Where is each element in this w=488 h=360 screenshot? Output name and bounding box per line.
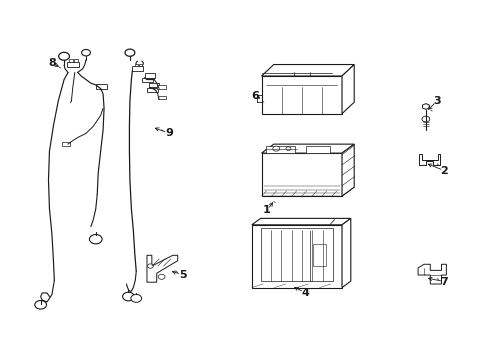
Text: 2: 2 [440, 166, 447, 176]
Bar [139, 64, 142, 66]
Bar [312, 244, 325, 266]
Circle shape [89, 234, 102, 244]
Polygon shape [261, 64, 353, 76]
Bar [74, 59, 78, 62]
Bar [157, 85, 165, 89]
Bar [261, 153, 341, 196]
Bar [305, 146, 329, 153]
Polygon shape [341, 144, 353, 196]
Polygon shape [341, 64, 353, 114]
Circle shape [122, 292, 134, 301]
Text: 6: 6 [251, 91, 259, 101]
Polygon shape [418, 154, 439, 165]
Text: 3: 3 [432, 96, 440, 106]
Polygon shape [147, 255, 177, 282]
Text: 1: 1 [262, 206, 270, 216]
Bar [261, 76, 341, 114]
Text: 9: 9 [164, 129, 172, 138]
Bar [266, 146, 294, 153]
Polygon shape [417, 264, 446, 284]
Circle shape [272, 146, 279, 151]
Circle shape [158, 274, 164, 279]
Polygon shape [251, 219, 350, 225]
Circle shape [35, 301, 46, 309]
Bar [147, 88, 158, 92]
Bar [149, 83, 159, 87]
Circle shape [131, 294, 142, 302]
Bar [132, 66, 143, 71]
Bar [142, 78, 153, 82]
Bar [260, 228, 332, 281]
Bar [96, 84, 106, 89]
Text: 7: 7 [440, 277, 447, 287]
Text: 5: 5 [179, 270, 186, 280]
Circle shape [285, 147, 290, 150]
Polygon shape [422, 104, 428, 109]
Bar [66, 62, 79, 67]
Bar [158, 96, 166, 99]
Circle shape [147, 264, 153, 268]
Polygon shape [261, 144, 353, 153]
Bar [69, 59, 73, 62]
Bar [135, 64, 138, 66]
Bar [251, 225, 341, 288]
Bar [61, 142, 70, 146]
Text: 4: 4 [301, 288, 309, 298]
Circle shape [421, 116, 429, 122]
Text: 8: 8 [48, 58, 56, 68]
Polygon shape [341, 219, 350, 288]
Bar [144, 73, 155, 78]
